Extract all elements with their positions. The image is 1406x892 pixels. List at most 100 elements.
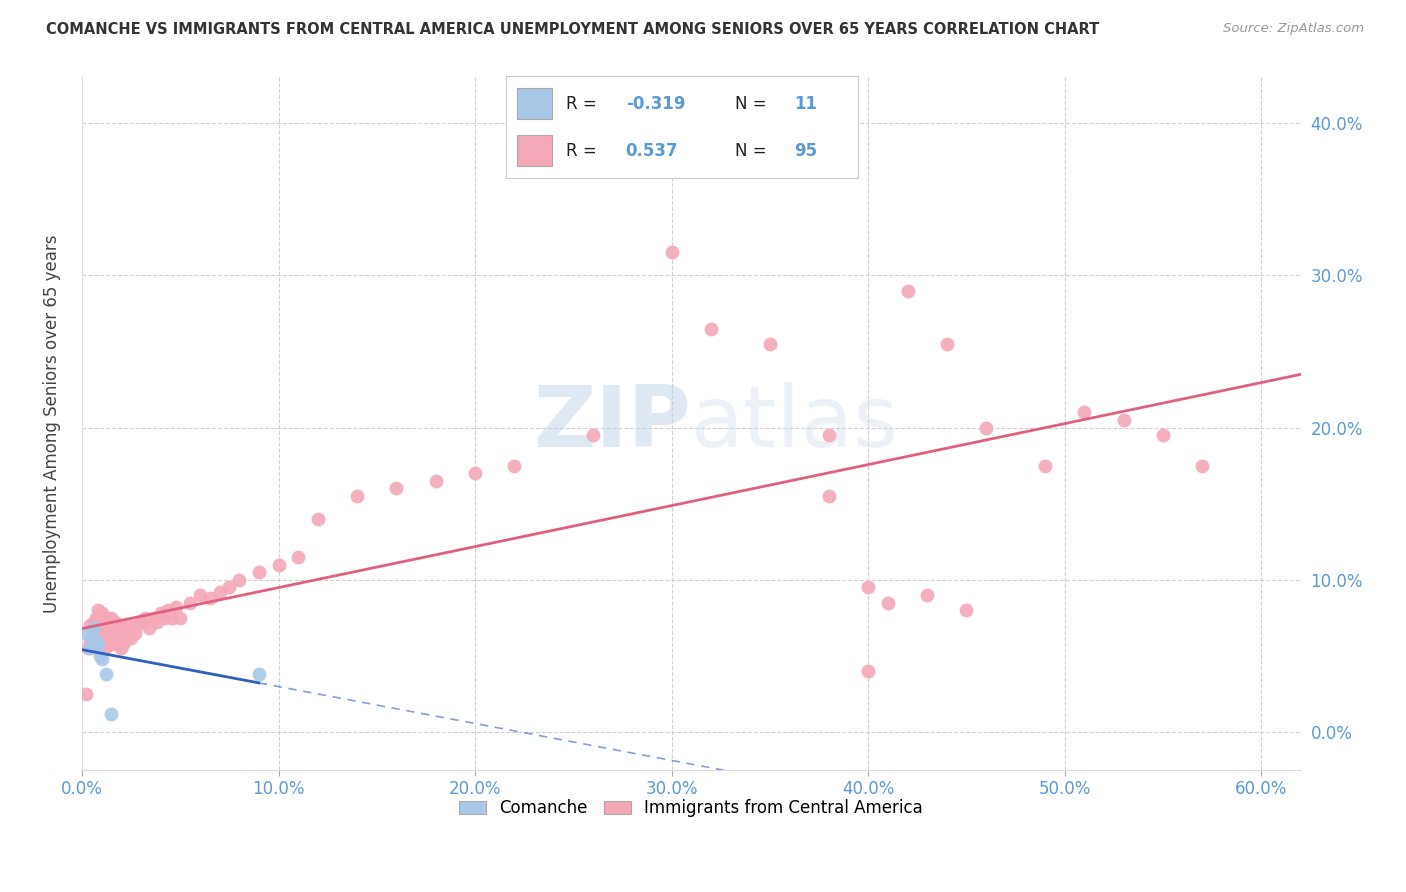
Point xyxy=(100,626,122,640)
Text: Source: ZipAtlas.com: Source: ZipAtlas.com xyxy=(1223,22,1364,36)
Point xyxy=(1033,458,1056,473)
Point xyxy=(79,633,101,648)
Text: COMANCHE VS IMMIGRANTS FROM CENTRAL AMERICA UNEMPLOYMENT AMONG SENIORS OVER 65 Y: COMANCHE VS IMMIGRANTS FROM CENTRAL AMER… xyxy=(46,22,1099,37)
Point xyxy=(145,615,167,630)
Point xyxy=(700,321,723,335)
Legend: Comanche, Immigrants from Central America: Comanche, Immigrants from Central Americ… xyxy=(453,793,929,824)
Point xyxy=(86,637,108,651)
Point xyxy=(138,622,160,636)
Point xyxy=(198,591,221,605)
Text: N =: N = xyxy=(734,95,766,112)
Point xyxy=(157,603,180,617)
Point xyxy=(267,558,290,572)
Bar xyxy=(517,136,551,166)
Text: R =: R = xyxy=(565,142,596,160)
Point xyxy=(134,611,156,625)
Point xyxy=(149,606,172,620)
Point xyxy=(94,667,117,681)
Point xyxy=(935,336,957,351)
Point xyxy=(974,420,997,434)
Text: ZIP: ZIP xyxy=(533,382,692,466)
Point xyxy=(90,652,112,666)
Point xyxy=(75,626,97,640)
Point xyxy=(112,637,135,651)
Point xyxy=(89,648,111,663)
Point xyxy=(83,615,105,630)
Point xyxy=(103,633,125,648)
Point xyxy=(100,637,122,651)
Point xyxy=(104,615,127,630)
Point xyxy=(228,573,250,587)
Point xyxy=(287,549,309,564)
Point xyxy=(385,482,408,496)
Point xyxy=(84,641,107,656)
Point xyxy=(346,489,368,503)
Point xyxy=(79,618,101,632)
Point xyxy=(858,664,880,678)
Point xyxy=(84,626,107,640)
Point xyxy=(179,596,201,610)
Point xyxy=(103,618,125,632)
Text: -0.319: -0.319 xyxy=(626,95,685,112)
Point xyxy=(86,618,108,632)
Point xyxy=(94,626,117,640)
Point xyxy=(105,622,128,636)
Point xyxy=(83,622,105,636)
Point xyxy=(96,633,118,648)
Point xyxy=(98,614,121,628)
Point xyxy=(110,641,132,656)
Text: 95: 95 xyxy=(794,142,817,160)
Point xyxy=(90,622,112,636)
Point xyxy=(169,611,191,625)
Point xyxy=(94,640,117,654)
Point xyxy=(759,336,782,351)
Point xyxy=(818,428,841,442)
Point xyxy=(188,588,211,602)
Point xyxy=(247,667,270,681)
Point xyxy=(75,687,97,701)
Point xyxy=(90,606,112,620)
Point xyxy=(104,631,127,645)
Point xyxy=(105,637,128,651)
Point xyxy=(110,626,132,640)
Point xyxy=(84,633,107,648)
Point xyxy=(86,603,108,617)
Point xyxy=(83,631,105,645)
Text: 11: 11 xyxy=(794,95,817,112)
Y-axis label: Unemployment Among Seniors over 65 years: Unemployment Among Seniors over 65 years xyxy=(44,235,60,613)
Text: 0.537: 0.537 xyxy=(626,142,678,160)
Point xyxy=(208,585,231,599)
Point xyxy=(464,466,486,480)
Point xyxy=(112,622,135,636)
Point xyxy=(582,428,605,442)
Point xyxy=(89,626,111,640)
Bar xyxy=(517,88,551,119)
Point xyxy=(425,474,447,488)
Point xyxy=(153,611,176,625)
Point xyxy=(94,611,117,625)
Point xyxy=(1112,413,1135,427)
Point xyxy=(108,633,131,648)
Point xyxy=(86,633,108,648)
Point xyxy=(100,706,122,721)
Point xyxy=(142,611,165,625)
Point xyxy=(100,611,122,625)
Point xyxy=(90,637,112,651)
Point xyxy=(84,611,107,625)
Point xyxy=(955,603,977,617)
Point xyxy=(122,622,145,636)
Point xyxy=(1191,458,1213,473)
Point xyxy=(93,631,115,645)
Point xyxy=(124,626,146,640)
Point xyxy=(114,633,136,648)
Point xyxy=(80,631,103,645)
Point xyxy=(661,245,683,260)
Point xyxy=(1073,405,1095,419)
Point xyxy=(165,600,187,615)
Point xyxy=(307,512,329,526)
Point xyxy=(876,596,898,610)
Point xyxy=(247,565,270,579)
Point xyxy=(76,641,98,656)
Point xyxy=(858,580,880,594)
Point xyxy=(93,615,115,630)
